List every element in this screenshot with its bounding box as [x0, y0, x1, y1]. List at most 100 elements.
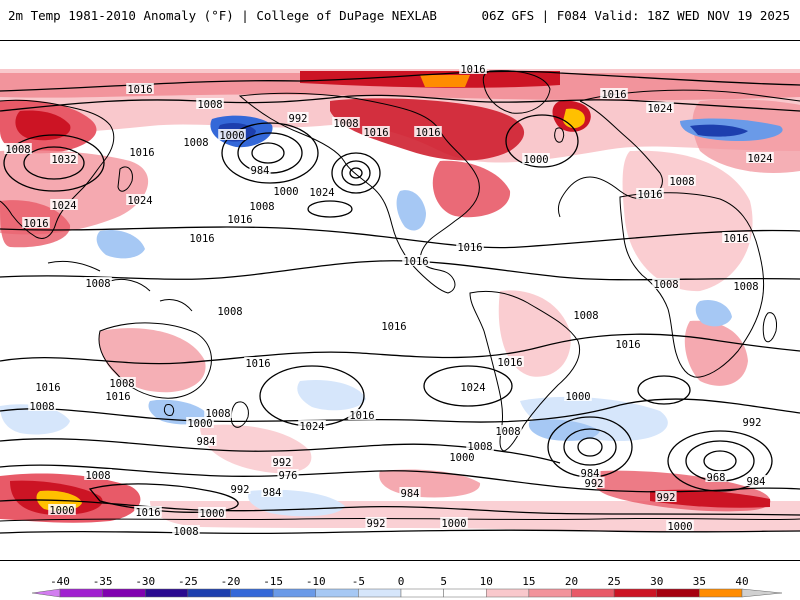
isobar-label: 992	[657, 492, 676, 504]
isobar-label: 1008	[173, 526, 198, 538]
isobar-label: 976	[279, 470, 298, 482]
isobar-label: 1016	[245, 358, 270, 370]
colorbar-swatch	[358, 588, 402, 598]
map-header: 2m Temp 1981-2010 Anomaly (°F) | College…	[0, 0, 800, 40]
colorbar-tick-label: -30	[135, 575, 155, 588]
isobar-label: 1000	[199, 508, 224, 520]
isobar-label: 1000	[219, 130, 244, 142]
isobar-label: 1008	[5, 144, 30, 156]
colorbar-swatch	[187, 588, 231, 598]
isobar-label: 1016	[227, 214, 252, 226]
isobar-label-bg	[229, 483, 251, 494]
isobar-label-bg	[271, 456, 293, 467]
isobar-label: 1008	[573, 310, 598, 322]
colorbar-swatch	[486, 588, 530, 598]
colorbar-swatch	[230, 588, 274, 598]
isobar-label: 1024	[747, 153, 772, 165]
colorbar-tick-label: -25	[178, 575, 198, 588]
isobar-label: 968	[707, 472, 726, 484]
isobar-label-bg	[226, 213, 254, 224]
isobar-label: 1000	[273, 186, 298, 198]
colorbar-tick-label: 15	[522, 575, 535, 588]
isobar-label: 1016	[497, 357, 522, 369]
isobar-label: 1016	[415, 127, 440, 139]
isobar-label: 1016	[723, 233, 748, 245]
colorbar-swatch	[528, 588, 572, 598]
isobar-label-bg	[496, 356, 524, 367]
isobar-label: 984	[263, 487, 282, 499]
isobar-label-bg	[244, 357, 272, 368]
isobar-label-bg	[494, 425, 522, 436]
isobar-label: 1024	[647, 103, 672, 115]
isobar-label-bg	[732, 280, 760, 291]
isobar-label-bg	[104, 390, 132, 401]
colorbar-swatch	[443, 588, 487, 598]
colorbar-swatches	[31, 588, 783, 598]
isobar-label-bg	[668, 175, 696, 186]
isobar-label: 1016	[615, 339, 640, 351]
isobar-label: 1000	[523, 154, 548, 166]
isobar-label: 992	[273, 457, 292, 469]
isobar-label-bg	[332, 117, 360, 128]
isobar-label-bg	[522, 153, 550, 164]
isobar-label-bg	[249, 164, 271, 175]
isobar-label-bg	[459, 63, 487, 74]
isobar-label-bg	[172, 525, 200, 536]
isobar-label: 992	[367, 518, 386, 530]
colorbar-tick-label: -20	[221, 575, 241, 588]
model-valid-time: 06Z GFS | F084 Valid: 18Z WED NOV 19 202…	[481, 8, 790, 23]
isobar-label-bg	[666, 520, 694, 531]
anomaly-shading	[0, 69, 800, 532]
isobar-label: 1008	[109, 378, 134, 390]
isobar-label: 1016	[189, 233, 214, 245]
isobar-label-bg	[652, 278, 680, 289]
isobar-label: 992	[289, 113, 308, 125]
colorbar-tick-label: -35	[93, 575, 113, 588]
isobar-label-bg	[365, 517, 387, 528]
isobar-label: 1016	[457, 242, 482, 254]
colorbar-swatch	[315, 588, 359, 598]
isobar-label: 992	[585, 478, 604, 490]
isobar-label-bg	[48, 504, 76, 515]
isobar-label: 1024	[309, 187, 334, 199]
isobar-label: 1016	[127, 84, 152, 96]
isobar-label-bg	[50, 153, 78, 164]
isobar-label: 1024	[460, 382, 485, 394]
isobar-label: 1008	[733, 281, 758, 293]
isobar-label-bg	[34, 381, 62, 392]
isobar-label-bg	[399, 487, 421, 498]
isobar-label-bg	[746, 152, 774, 163]
isobar-label: 984	[747, 476, 766, 488]
isobar-label-bg	[216, 305, 244, 316]
isobar-label-bg	[348, 409, 376, 420]
isobar-label: 1000	[49, 505, 74, 517]
isobar-label-bg	[448, 451, 476, 462]
isobar-label: 1016	[601, 89, 626, 101]
isobar-label-bg	[583, 477, 605, 488]
isobar-label-bg	[198, 507, 226, 518]
isobar-label-bg	[204, 407, 232, 418]
isobar-label: 1008	[249, 201, 274, 213]
colorbar-tick-label: 5	[440, 575, 447, 588]
isobar-label: 1008	[467, 441, 492, 453]
isobar-label: 1000	[565, 391, 590, 403]
isobar-label: 1000	[441, 518, 466, 530]
colorbar-tick-label: 35	[693, 575, 706, 588]
colorbar-min-arrow	[31, 588, 61, 598]
isobar-label-bg	[722, 232, 750, 243]
isobar-label-bg	[188, 232, 216, 243]
isobar-label: 1000	[449, 452, 474, 464]
isobar-label: 1024	[127, 195, 152, 207]
isobar-label: 1024	[51, 200, 76, 212]
isobar-label: 1024	[299, 421, 324, 433]
isobar-label-bg	[261, 486, 283, 497]
isobar-label: 1008	[85, 278, 110, 290]
colorbar-tick-label: 25	[608, 575, 621, 588]
isobar-label-bg	[218, 129, 246, 140]
isobar-label-bg	[28, 400, 56, 411]
isobar-label-bg	[84, 469, 112, 480]
isobar-label-bg	[272, 185, 300, 196]
isobar-label-bg	[572, 309, 600, 320]
colorbar-tick-label: 40	[735, 575, 748, 588]
colorbar-swatch	[272, 588, 316, 598]
